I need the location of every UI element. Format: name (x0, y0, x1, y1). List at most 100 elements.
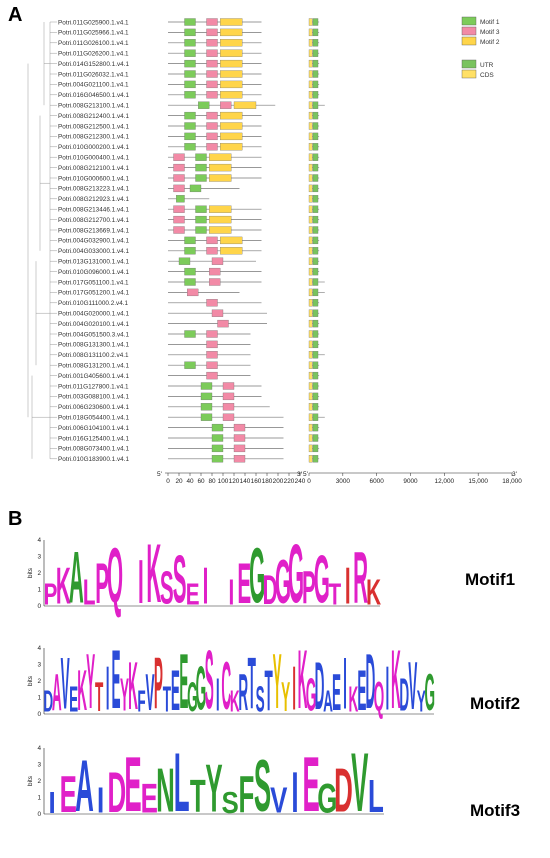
gene-axis-start: 5' (303, 471, 308, 478)
gene-label: Potri.004G020000.1.v4.1 (58, 311, 130, 318)
gene-label: Potri.008G212300.1.v4.1 (58, 134, 130, 141)
logo-letter: I (229, 572, 235, 612)
utr-box (312, 18, 319, 26)
gene-label: Potri.008G213223.1.v4.1 (58, 186, 130, 193)
motif1-box (184, 28, 196, 37)
motif3-box (206, 39, 218, 47)
gene-label: Potri.018G054400.1.v4.1 (58, 415, 130, 422)
motif1-box (198, 101, 210, 109)
motif2-box (220, 18, 243, 26)
cds-box (308, 351, 313, 359)
logo-letter: S (173, 542, 187, 618)
logo-letter: K (349, 678, 359, 719)
motif1-box (211, 434, 224, 442)
logo-y-tick: 0 (37, 711, 41, 718)
motif1-box (211, 444, 224, 453)
motif1-box (195, 226, 207, 234)
utr-box (312, 80, 319, 89)
motif-axis-tick-label: 120 (229, 478, 240, 485)
motif3-box (206, 80, 218, 89)
motif-axis-tick-label: 0 (166, 478, 170, 485)
utr-box (312, 195, 319, 203)
cds-box (308, 91, 313, 99)
logo-letter: Y (417, 685, 426, 720)
cds-box (308, 195, 313, 203)
motif1-box (200, 382, 213, 390)
cds-box (308, 236, 313, 245)
logo-letter: F (137, 685, 145, 720)
logo-letter: I (203, 558, 209, 616)
logo-letter: I (292, 653, 296, 723)
utr-box (312, 423, 319, 432)
logo-letter: K (56, 558, 71, 616)
motif3-box (222, 403, 235, 411)
cds-box (308, 434, 313, 442)
motif1-box (195, 215, 207, 224)
motif-tracks (168, 18, 284, 463)
motif-axis-start: 5' (157, 471, 162, 478)
motif3-box (206, 122, 218, 130)
logo-letter: T (190, 770, 206, 822)
cds-box (308, 101, 313, 109)
logo-letter: E (179, 637, 188, 725)
motif2-box (220, 70, 243, 78)
logo-letter: K (146, 526, 161, 619)
logo-letter: Y (281, 673, 290, 720)
motif2-box (220, 49, 243, 57)
motif1-box (184, 39, 196, 47)
utr-box (312, 111, 319, 120)
motif1-box (184, 111, 196, 120)
cds-box (308, 382, 313, 390)
gene-label: Potri.004G051500.3.v4.1 (58, 331, 130, 338)
logo-y-tick: 2 (37, 570, 41, 577)
motif2-box (209, 215, 232, 224)
motif3-box (173, 184, 185, 193)
motif2-box (220, 247, 243, 255)
motif3-box (206, 351, 218, 359)
utr-box (312, 184, 319, 193)
motif3-box (209, 278, 221, 286)
logo-letter: S (160, 561, 174, 614)
motif2-box (209, 226, 232, 234)
logo-letter: S (254, 745, 271, 828)
cds-box (308, 288, 313, 297)
logo-letter: G (314, 542, 330, 618)
motif1-box (184, 267, 196, 276)
motif1-box (184, 91, 196, 99)
cds-box (308, 340, 313, 349)
gene-label: Potri.016G046500.1.v4.1 (58, 92, 130, 99)
gene-label: Potri.010G096000.1.v4.1 (58, 269, 130, 276)
logo-y-label: bits (27, 776, 34, 786)
cds-box (308, 330, 313, 338)
gene-label: Potri.008G073400.1.v4.1 (58, 446, 130, 453)
motif1-box (184, 278, 196, 286)
logo-letter: Y (205, 751, 222, 826)
gene-label: Potri.010G000200.1.v4.1 (58, 144, 130, 151)
motif3-box (206, 247, 218, 255)
motif3-box (222, 413, 235, 421)
utr-box (312, 70, 319, 78)
legend-utr-swatch (461, 59, 477, 69)
logo-y-label: bits (27, 676, 34, 686)
logo-letter: P (44, 576, 58, 611)
gene-label: Potri.004G021100.1.v4.1 (58, 82, 129, 89)
utr-box (312, 403, 319, 411)
gene-label: Potri.016G125400.1.v4.1 (58, 435, 130, 442)
logo-letter: P (154, 643, 163, 725)
gene-label: Potri.008G212400.1.v4.1 (58, 113, 130, 120)
utr-box (312, 392, 319, 401)
logo-letter: G (187, 673, 198, 720)
logo-letter: A (75, 745, 94, 828)
logo-letter: K (128, 649, 138, 724)
cds-box (308, 455, 313, 463)
gene-label: Potri.004G033000.1.v4.1 (58, 248, 130, 255)
logo-y-tick: 0 (37, 603, 41, 610)
gene-label: Potri.004G032900.1.v4.1 (58, 238, 130, 245)
utr-box (312, 257, 319, 265)
gene-axis-ticks: 0 3000 6000 9000 12,000 15,000 18,000 (307, 473, 522, 485)
logo-y-tick: 1 (37, 587, 41, 594)
logo-letter: G (317, 776, 337, 822)
logo-letter: D (334, 757, 353, 826)
motif-axis-tick-label: 220 (284, 478, 295, 485)
